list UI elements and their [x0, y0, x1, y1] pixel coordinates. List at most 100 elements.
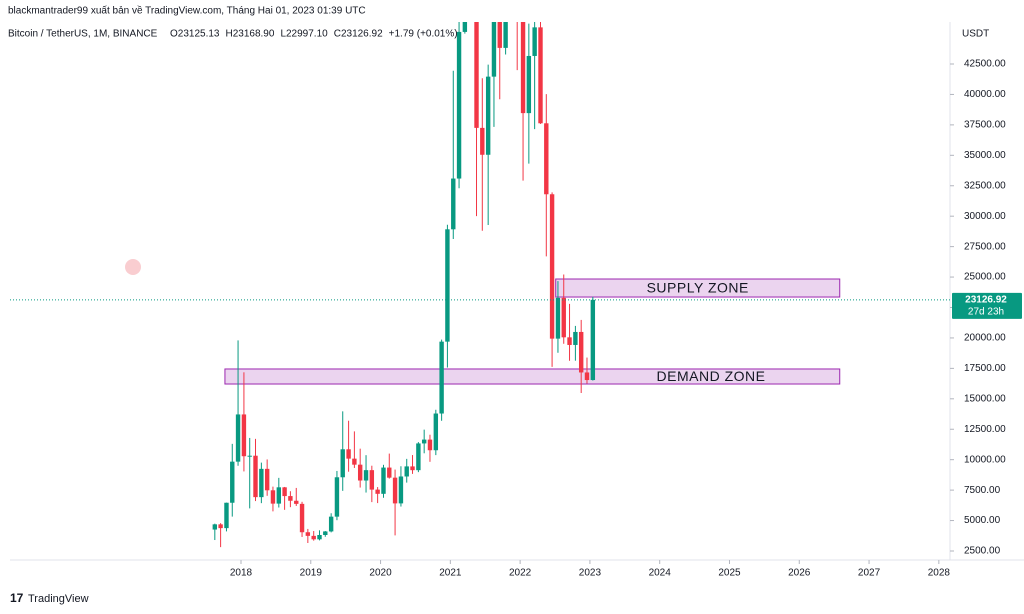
y-tick-label: 30000.00 [964, 211, 1006, 222]
candle-body [445, 229, 450, 342]
y-tick-label: 25000.00 [964, 272, 1006, 283]
ohlc-readout: +1.79 (+0.01%) [389, 29, 458, 40]
candle-body [398, 476, 404, 504]
candle-body [282, 487, 287, 497]
y-tick-label: 35000.00 [964, 150, 1006, 161]
candle-body [491, 22, 497, 77]
candle-body [544, 123, 549, 195]
candle-body [352, 458, 357, 465]
candle-body [264, 468, 270, 491]
candle-body [416, 443, 421, 471]
y-tick-label: 7500.00 [964, 485, 1001, 496]
x-tick-label: 2024 [649, 568, 672, 579]
candle-body [218, 524, 223, 529]
candle-body [340, 449, 345, 478]
candle-body [224, 502, 229, 529]
candle-body [526, 55, 532, 114]
candle-body [294, 500, 299, 504]
candle-body [241, 414, 247, 457]
candle-body [427, 439, 433, 451]
candle-body [305, 532, 311, 536]
zone-label: DEMAND ZONE [657, 368, 766, 384]
candle-body [235, 414, 241, 462]
candle-body [520, 22, 526, 114]
y-tick-label: 2500.00 [964, 546, 1001, 557]
candle-body [346, 449, 351, 459]
candle-body [421, 439, 427, 444]
last-price-label: 23126.92 [965, 295, 1007, 306]
candle-body [561, 297, 566, 338]
x-tick-label: 2020 [369, 568, 392, 579]
y-tick-label: 10000.00 [964, 454, 1006, 465]
plot-area: SUPPLY ZONE DEMAND ZONE [10, 22, 950, 548]
candle-body [590, 299, 596, 381]
x-tick-label: 2026 [788, 568, 811, 579]
price-zone [555, 278, 841, 298]
candle-body [497, 22, 502, 48]
footer-brand: TradingView [28, 593, 89, 605]
candle-body [317, 534, 322, 540]
candle-body [456, 31, 462, 179]
price-zone [224, 368, 841, 385]
candle-body [474, 22, 479, 128]
candle-body [369, 470, 375, 490]
candle-body [433, 413, 439, 451]
ohlc-readout: O23125.13 [170, 29, 220, 40]
x-tick-label: 2019 [300, 568, 323, 579]
candle-body [387, 467, 392, 478]
x-tick-label: 2022 [509, 568, 532, 579]
publisher-note: blackmantrader99 xuất bản về TradingView… [8, 5, 366, 17]
y-tick-label: 27500.00 [964, 241, 1006, 252]
candle-body [363, 470, 369, 481]
candle-body [404, 466, 409, 477]
candle-body [270, 490, 276, 504]
candle-body [462, 22, 468, 32]
y-tick-label: 20000.00 [964, 333, 1006, 344]
candle-body [451, 178, 456, 230]
candle-body [573, 331, 578, 345]
logo-mark: 17 [10, 591, 24, 605]
ohlc-readout: H23168.90 [226, 29, 275, 40]
ohlc-readout: C23126.92 [334, 29, 383, 40]
candle-body [532, 27, 537, 56]
candle-body [299, 503, 305, 533]
candle-body [480, 127, 485, 155]
y-tick-label: 40000.00 [964, 89, 1006, 100]
candle-body [392, 477, 398, 504]
candle-body [276, 487, 282, 504]
candle-body [230, 461, 235, 503]
y-tick-label: 15000.00 [964, 393, 1006, 404]
candle-body [439, 341, 444, 414]
y-tick-label: 42500.00 [964, 59, 1006, 70]
candle-body [357, 464, 363, 481]
zone-label: SUPPLY ZONE [647, 280, 749, 296]
candle-body [555, 297, 561, 339]
candle-body [323, 531, 328, 535]
x-tick-label: 2025 [718, 568, 741, 579]
y-axis-label: USDT [962, 29, 989, 40]
candle-body [549, 194, 555, 339]
candle-body [311, 535, 316, 540]
y-tick-label: 32500.00 [964, 180, 1006, 191]
candle-body [503, 22, 508, 48]
y-tick-label: 37500.00 [964, 120, 1006, 131]
candle-body [247, 455, 252, 457]
marker-dot [125, 259, 141, 275]
symbol-title: Bitcoin / TetherUS, 1M, BINANCE [8, 29, 158, 40]
candle-body [485, 76, 491, 155]
candle-body [381, 467, 386, 494]
candle-body [375, 489, 380, 494]
y-tick-label: 17500.00 [964, 363, 1006, 374]
candle-body [253, 455, 258, 498]
x-tick-label: 2023 [579, 568, 602, 579]
y-tick-label: 12500.00 [964, 424, 1006, 435]
countdown-label: 27d 23h [968, 307, 1004, 318]
x-tick-label: 2028 [928, 568, 951, 579]
candle-body [538, 27, 543, 124]
ohlc-readout: L22997.10 [280, 29, 328, 40]
candle-body [410, 466, 415, 471]
y-tick-label: 5000.00 [964, 515, 1001, 526]
candle-body [328, 516, 334, 532]
